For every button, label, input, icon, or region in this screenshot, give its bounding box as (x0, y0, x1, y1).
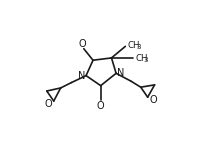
Text: O: O (149, 95, 157, 105)
Text: CH: CH (135, 54, 148, 63)
Text: O: O (97, 101, 105, 111)
Text: 3: 3 (144, 57, 148, 63)
Text: 3: 3 (136, 44, 141, 50)
Text: O: O (45, 99, 52, 109)
Text: O: O (78, 39, 86, 49)
Text: N: N (78, 71, 85, 81)
Text: CH: CH (128, 41, 140, 50)
Text: N: N (117, 68, 124, 78)
